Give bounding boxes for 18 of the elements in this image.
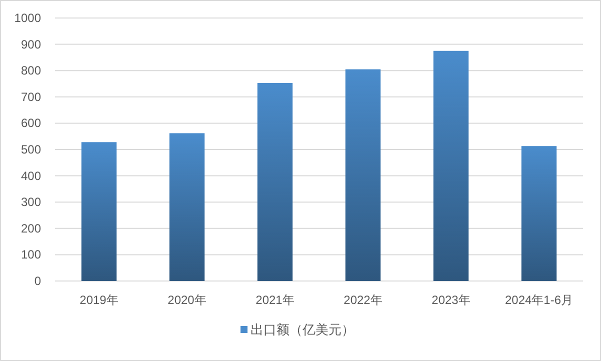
- y-tick-label: 0: [34, 274, 42, 288]
- y-tick-label: 800: [20, 64, 42, 78]
- y-tick-label: 700: [20, 90, 42, 104]
- x-tick-label: 2022年: [344, 293, 382, 307]
- y-tick-label: 200: [20, 221, 42, 236]
- legend-label: 出口额（亿美元）: [250, 322, 354, 337]
- y-tick-label: 300: [20, 195, 42, 210]
- y-tick-label: 500: [20, 142, 42, 156]
- y-tick-label: 1000: [14, 11, 42, 25]
- x-tick-label: 2019年: [80, 293, 118, 307]
- y-tick-label: 600: [20, 116, 42, 130]
- y-tick-label: 400: [20, 168, 42, 183]
- x-tick-label: 2020年: [168, 293, 206, 307]
- x-tick-label: 2023年: [432, 293, 470, 307]
- y-tick-label: 100: [20, 248, 42, 262]
- x-tick-label: 2021年: [256, 293, 294, 307]
- y-tick-label: 900: [20, 37, 42, 52]
- x-tick-label: 2024年1-6月: [504, 293, 574, 307]
